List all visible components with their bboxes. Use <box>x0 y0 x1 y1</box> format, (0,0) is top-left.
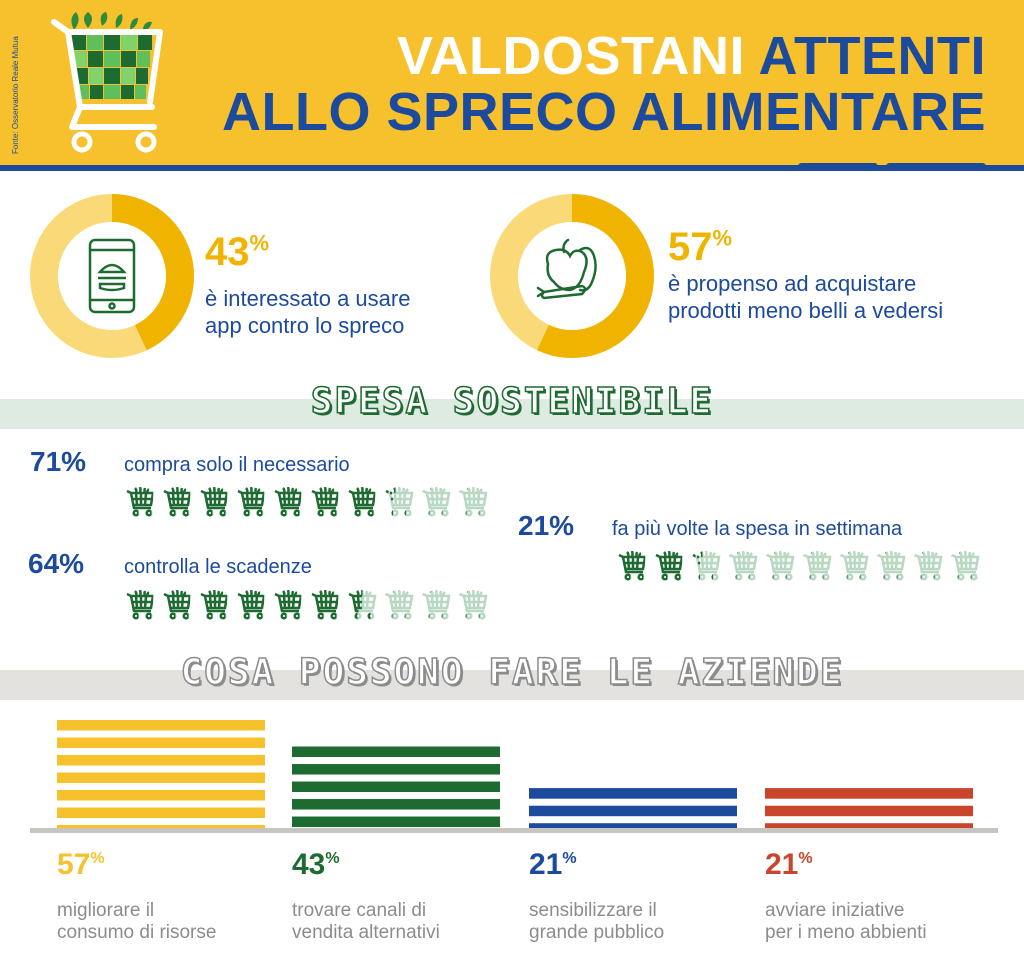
bar-3 <box>765 788 973 828</box>
bar-stripe <box>57 772 265 783</box>
cart-row <box>126 487 488 517</box>
spesa-pct: 71% <box>30 446 87 477</box>
bar-category-label: trovare canali di vendita alternativi <box>292 900 440 943</box>
bar-stripe <box>57 790 265 801</box>
cart-icon <box>163 487 192 517</box>
bar-stripe <box>57 825 265 828</box>
bar-cap <box>57 720 265 723</box>
stat-value: 57% <box>668 225 733 269</box>
bar-stripe <box>57 720 265 731</box>
spesa-pct: 64% <box>28 548 85 579</box>
bar-value-label: 43% <box>292 848 340 881</box>
cart-icon <box>766 551 795 581</box>
cart-icon <box>459 487 488 517</box>
bar-axis <box>30 828 998 833</box>
bar-stripe <box>765 805 973 817</box>
bar-1 <box>292 746 500 828</box>
bar-2 <box>529 788 737 828</box>
donut-chart-apps <box>30 194 194 358</box>
cart-icon <box>311 487 340 517</box>
cart-icon <box>385 590 414 620</box>
cart-icon <box>655 551 684 581</box>
donut-chart-products <box>490 194 654 358</box>
vegetables-icon <box>536 238 597 300</box>
bar-stripe <box>57 807 265 818</box>
cart-icon <box>200 487 229 517</box>
bar-stripe <box>292 816 500 828</box>
title-line2: ALLO SPRECO ALIMENTARE <box>222 82 986 142</box>
header-dash <box>886 163 986 170</box>
stat-value: 43% <box>205 230 270 274</box>
spesa-label: fa più volte la spesa in settimana <box>612 518 903 540</box>
cart-icon <box>422 590 451 620</box>
cart-icon <box>422 487 451 517</box>
donut-arc <box>490 194 654 358</box>
cart-icon <box>877 551 906 581</box>
cart-icon <box>237 590 266 620</box>
cart-icon <box>618 551 647 581</box>
page-title: VALDOSTANI ATTENTI ALLO SPRECO ALIMENTAR… <box>222 28 986 140</box>
spesa-label: compra solo il necessario <box>124 454 350 476</box>
bar-cap <box>529 788 737 792</box>
cart-icon <box>274 487 303 517</box>
cart-icon <box>459 590 488 620</box>
cart-icon <box>126 487 155 517</box>
source-note: Fonte: Osservatorio Reale Mutua <box>11 36 20 154</box>
header-banner: Fonte: Osservatorio Reale Mutua VALDOSTA… <box>0 0 1024 171</box>
bar-stripe <box>529 805 737 817</box>
cart-icon <box>692 551 721 581</box>
bar-0 <box>57 720 265 828</box>
bar-category-label: avviare iniziative per i meno abbienti <box>765 900 927 943</box>
shopping-cart-icon <box>51 12 163 153</box>
bar-stripe <box>292 781 500 793</box>
cart-icon <box>951 551 980 581</box>
cart-icon <box>163 590 192 620</box>
cart-icon <box>200 590 229 620</box>
bar-category-label: sensibilizzare il grande pubblico <box>529 900 665 943</box>
title-white: VALDOSTANI <box>397 26 759 86</box>
bar-category-label: migliorare il consumo di risorse <box>57 900 217 943</box>
header-dash <box>798 163 878 170</box>
bar-stripe <box>529 788 737 799</box>
title-blue: ATTENTI <box>758 26 986 86</box>
spesa-band <box>0 399 1024 429</box>
bar-value-label: 21% <box>529 848 577 881</box>
bar-chart <box>30 720 998 833</box>
cart-icon <box>803 551 832 581</box>
smartphone-icon <box>88 238 136 314</box>
stat-label: è interessato a usare app contro lo sprec… <box>205 286 411 338</box>
cart-row <box>618 551 980 581</box>
cart-icon <box>385 487 414 517</box>
aziende-band <box>0 670 1024 700</box>
spesa-pct: 21% <box>518 510 575 541</box>
bar-stripe <box>292 746 500 758</box>
cart-icon <box>914 551 943 581</box>
bar-stripe <box>292 764 500 775</box>
bar-stripe <box>529 823 737 828</box>
cart-icon <box>237 487 266 517</box>
cart-icon <box>274 590 303 620</box>
bar-value-label: 21% <box>765 848 813 881</box>
cart-icon <box>126 590 155 620</box>
bar-stripe <box>292 799 500 810</box>
cart-icon <box>840 551 869 581</box>
bar-stripe <box>57 737 265 748</box>
bar-cap <box>765 788 973 792</box>
cart-row <box>126 590 488 620</box>
cart-icon <box>729 551 758 581</box>
spesa-label: controlla le scadenze <box>124 556 312 578</box>
cart-icon <box>348 487 377 517</box>
bar-value-label: 57% <box>57 848 105 881</box>
bar-stripe <box>765 823 973 828</box>
cart-icon <box>348 590 377 620</box>
bar-cap <box>292 746 500 750</box>
bar-stripe <box>765 788 973 799</box>
cart-icon <box>311 590 340 620</box>
bar-stripe <box>57 755 265 766</box>
donut-arc <box>30 194 194 358</box>
stat-label: è propenso ad acquistare prodotti meno be… <box>668 271 944 323</box>
spesa-title: SPESA SOSTENIBILE <box>310 380 714 423</box>
aziende-title: COSA POSSONO FARE LE AZIENDE <box>180 651 844 694</box>
